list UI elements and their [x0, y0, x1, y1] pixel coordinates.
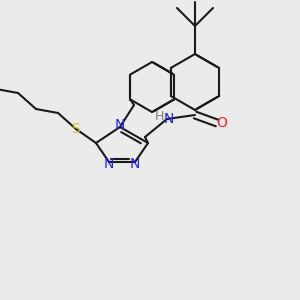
Text: N: N [115, 118, 125, 132]
Text: N: N [130, 157, 140, 171]
Text: S: S [72, 122, 80, 136]
Text: N: N [104, 157, 114, 171]
Text: N: N [164, 112, 174, 126]
Text: H: H [154, 110, 164, 124]
Text: O: O [217, 116, 227, 130]
